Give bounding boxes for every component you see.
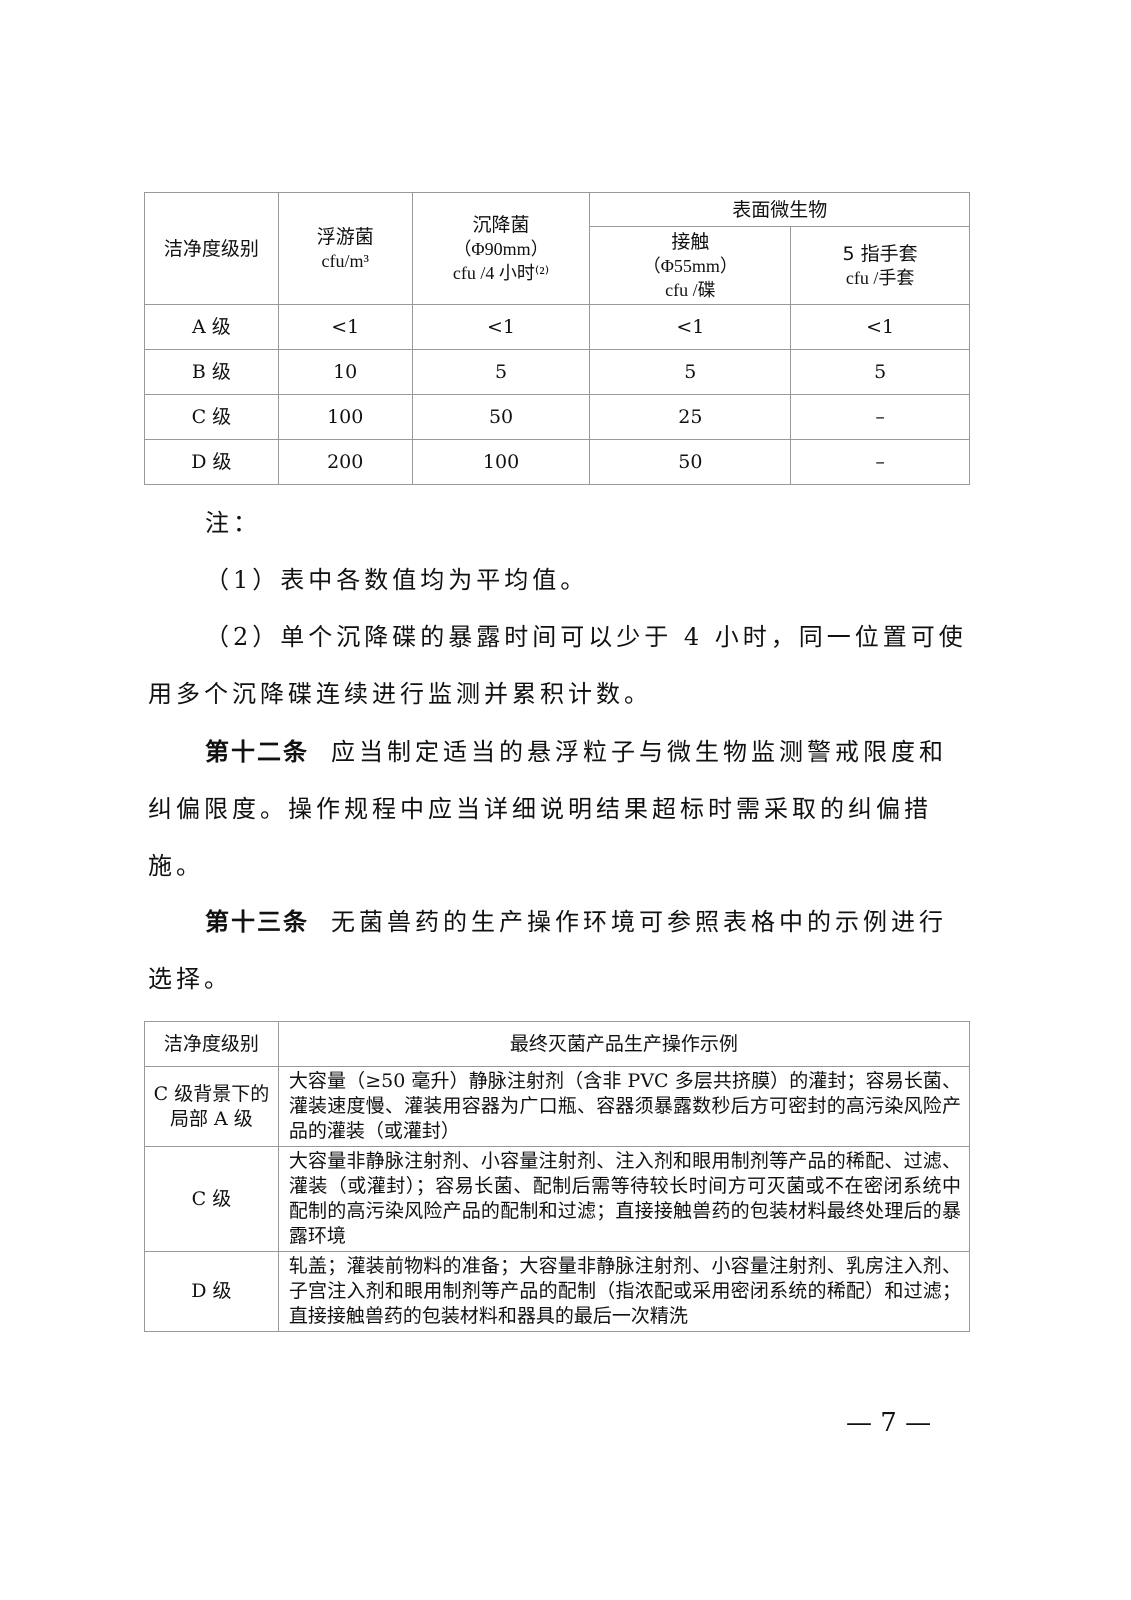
note-1: （1）表中各数值均为平均值。 [205, 566, 589, 594]
example-cell: 轧盖；灌装前物料的准备；大容量非静脉注射剂、小容量注射剂、乳房注入剂、子宫注入剂… [277, 1251, 971, 1332]
table-row: A 级 <1 <1 <1 <1 [144, 304, 970, 350]
example-cell: 大容量非静脉注射剂、小容量注射剂、注入剂和眼用制剂等产品的稀配、过滤、灌装（或灌… [277, 1146, 971, 1252]
table-cell: D 级 [144, 439, 279, 485]
airborne-label: 浮游菌 [316, 225, 374, 248]
table-cell: C 级 [144, 394, 279, 440]
table-row: C 级 100 50 25– [144, 394, 970, 440]
contact-unit: cfu /碟 [665, 279, 716, 300]
article-13-text: 无菌兽药的生产操作环境可参照表格中的示例进行选择。 [148, 908, 947, 993]
level-cell: C 级 [144, 1146, 279, 1252]
level-cell: D 级 [144, 1251, 279, 1332]
table-cell: 50 [589, 439, 792, 485]
glove-label: 5 指手套 [842, 242, 918, 265]
level-cell: C 级背景下的局部 A 级 [144, 1066, 279, 1147]
note-2: （2）单个沉降碟的暴露时间可以少于 4 小时，同一位置可使用多个沉降碟连续进行监… [148, 623, 967, 708]
microbial-limits-table: 洁净度级别 浮游菌 cfu/m³ 沉降菌 （Φ90mm） cfu /4 小时⁽²⁾ 表… [144, 192, 970, 485]
airborne-unit: cfu/m³ [321, 250, 369, 271]
table-cell: 5 [411, 349, 591, 395]
table-cell: A 级 [144, 304, 279, 350]
contact-label: 接触 [671, 230, 710, 253]
header-settle: 沉降菌 （Φ90mm） cfu /4 小时⁽²⁾ [411, 192, 591, 305]
header-contact: 接触 （Φ55mm） cfu /碟 [589, 226, 792, 305]
header-level: 洁净度级别 [144, 192, 279, 305]
table-cell: – [790, 439, 970, 485]
header-glove: 5 指手套 cfu /手套 [790, 226, 970, 305]
header-examples: 最终灭菌产品生产操作示例 [277, 1021, 971, 1067]
header-level: 洁净度级别 [144, 1021, 279, 1067]
table-row: D 级 200 100 50– [144, 439, 970, 485]
table-row: C 级大容量非静脉注射剂、小容量注射剂、注入剂和眼用制剂等产品的稀配、过滤、灌装… [144, 1146, 971, 1252]
header-surface: 表面微生物 [589, 192, 970, 227]
table-cell: B 级 [144, 349, 279, 395]
article-12-text: 应当制定适当的悬浮粒子与微生物监测警戒限度和纠偏限度。操作规程中应当详细说明结果… [148, 738, 947, 880]
table-cell: <1 [411, 304, 591, 350]
table-cell: 200 [277, 439, 413, 485]
settle-label: 沉降菌 [472, 213, 530, 236]
table-row: B 级 10 5 5 5 [144, 349, 970, 395]
table-row: C 级背景下的局部 A 级大容量（≥50 毫升）静脉注射剂（含非 PVC 多层共… [144, 1066, 971, 1147]
table-cell: <1 [277, 304, 413, 350]
table-cell: 10 [277, 349, 413, 395]
article-13: 第十三条 无菌兽药的生产操作环境可参照表格中的示例进行选择。 [148, 894, 968, 1008]
table-cell: – [790, 394, 970, 440]
notes-label: 注： [205, 509, 261, 537]
settle-unit: cfu /4 小时⁽²⁾ [452, 262, 550, 283]
table-cell: <1 [790, 304, 970, 350]
operation-examples-table: 洁净度级别 最终灭菌产品生产操作示例 C 级背景下的局部 A 级大容量（≥50 … [144, 1021, 971, 1332]
table-row: D 级轧盖；灌装前物料的准备；大容量非静脉注射剂、小容量注射剂、乳房注入剂、子宫… [144, 1251, 971, 1332]
settle-dia: （Φ90mm） [453, 238, 549, 259]
table-cell: 100 [277, 394, 413, 440]
article-13-title: 第十三条 [205, 908, 309, 936]
example-cell: 大容量（≥50 毫升）静脉注射剂（含非 PVC 多层共挤膜）的灌封；容易长菌、灌… [277, 1066, 971, 1147]
page-number: — 7 — [846, 1408, 932, 1438]
table-cell: 100 [411, 439, 591, 485]
glove-unit: cfu /手套 [845, 267, 915, 288]
article-12-title: 第十二条 [205, 738, 309, 766]
table-cell: <1 [589, 304, 792, 350]
article-12: 第十二条 应当制定适当的悬浮粒子与微生物监测警戒限度和纠偏限度。操作规程中应当详细… [148, 724, 968, 895]
table-cell: 5 [790, 349, 970, 395]
header-airborne: 浮游菌 cfu/m³ [277, 192, 413, 305]
table-cell: 5 [589, 349, 792, 395]
table-cell: 50 [411, 394, 591, 440]
contact-dia: （Φ55mm） [642, 255, 738, 276]
table-cell: 25 [589, 394, 792, 440]
